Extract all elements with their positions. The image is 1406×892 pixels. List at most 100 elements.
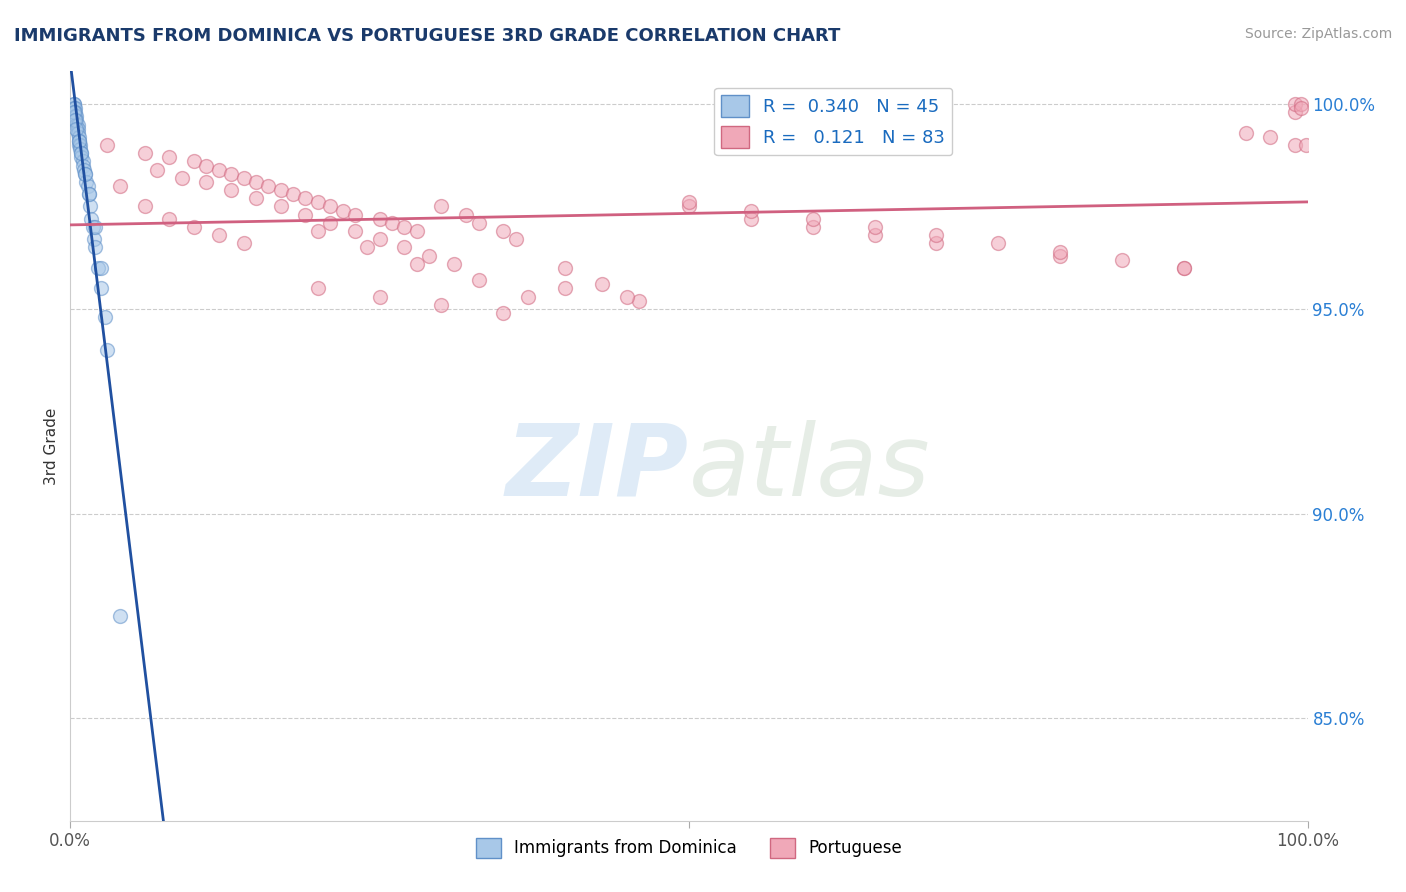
- Point: [83, 232, 105, 246]
- Point: [1260, 129, 1282, 144]
- Point: [863, 228, 886, 243]
- Point: [368, 211, 391, 226]
- Point: [270, 199, 292, 213]
- Point: [467, 273, 489, 287]
- Point: [368, 232, 391, 246]
- Point: [146, 162, 169, 177]
- Point: [245, 191, 267, 205]
- Point: [67, 134, 90, 148]
- Point: [75, 167, 97, 181]
- Point: [63, 101, 86, 115]
- Point: [67, 129, 90, 144]
- Point: [183, 219, 205, 234]
- Point: [418, 249, 440, 263]
- Point: [1049, 244, 1071, 259]
- Point: [430, 298, 453, 312]
- Point: [63, 105, 86, 120]
- Point: [307, 281, 329, 295]
- Point: [332, 203, 354, 218]
- Point: [456, 208, 478, 222]
- Point: [69, 138, 91, 153]
- Point: [195, 159, 218, 173]
- Point: [554, 281, 576, 295]
- Point: [294, 208, 316, 222]
- Point: [65, 109, 87, 123]
- Point: [208, 162, 231, 177]
- Text: IMMIGRANTS FROM DOMINICA VS PORTUGUESE 3RD GRADE CORRELATION CHART: IMMIGRANTS FROM DOMINICA VS PORTUGUESE 3…: [14, 27, 841, 45]
- Point: [925, 228, 948, 243]
- Point: [219, 167, 242, 181]
- Point: [70, 150, 93, 164]
- Point: [987, 236, 1010, 251]
- Point: [96, 343, 118, 357]
- Point: [925, 236, 948, 251]
- Point: [394, 240, 416, 254]
- Text: atlas: atlas: [689, 420, 931, 517]
- Point: [80, 211, 103, 226]
- Point: [94, 310, 117, 324]
- Point: [319, 199, 342, 213]
- Point: [66, 121, 89, 136]
- Point: [219, 183, 242, 197]
- Point: [443, 257, 465, 271]
- Point: [183, 154, 205, 169]
- Point: [63, 97, 86, 112]
- Point: [232, 236, 254, 251]
- Point: [319, 216, 342, 230]
- Point: [65, 121, 87, 136]
- Point: [1284, 105, 1306, 120]
- Point: [96, 138, 118, 153]
- Point: [65, 113, 87, 128]
- Point: [356, 240, 378, 254]
- Point: [65, 113, 87, 128]
- Point: [405, 257, 427, 271]
- Point: [343, 208, 366, 222]
- Point: [84, 240, 107, 254]
- Point: [108, 608, 131, 623]
- Point: [1173, 260, 1195, 275]
- Point: [90, 281, 112, 295]
- Point: [257, 179, 280, 194]
- Point: [1284, 97, 1306, 112]
- Point: [157, 211, 180, 226]
- Point: [381, 216, 404, 230]
- Point: [65, 118, 87, 132]
- Point: [505, 232, 527, 246]
- Point: [270, 183, 292, 197]
- Point: [79, 199, 101, 213]
- Legend: Immigrants from Dominica, Portuguese: Immigrants from Dominica, Portuguese: [470, 831, 908, 864]
- Point: [801, 211, 824, 226]
- Point: [72, 154, 94, 169]
- Point: [67, 134, 90, 148]
- Point: [84, 219, 107, 234]
- Point: [628, 293, 651, 308]
- Point: [70, 146, 93, 161]
- Point: [65, 105, 87, 120]
- Point: [307, 195, 329, 210]
- Point: [591, 277, 613, 292]
- Point: [430, 199, 453, 213]
- Point: [75, 167, 97, 181]
- Point: [65, 109, 87, 123]
- Point: [63, 97, 86, 112]
- Point: [616, 289, 638, 303]
- Point: [343, 224, 366, 238]
- Point: [82, 219, 104, 234]
- Point: [1284, 138, 1306, 153]
- Point: [86, 260, 108, 275]
- Point: [1111, 252, 1133, 267]
- Point: [740, 211, 762, 226]
- Point: [801, 219, 824, 234]
- Point: [467, 216, 489, 230]
- Point: [134, 199, 156, 213]
- Point: [70, 146, 93, 161]
- Point: [394, 219, 416, 234]
- Point: [405, 224, 427, 238]
- Point: [368, 289, 391, 303]
- Point: [678, 199, 700, 213]
- Point: [90, 260, 112, 275]
- Point: [77, 187, 100, 202]
- Point: [1295, 138, 1317, 153]
- Point: [307, 224, 329, 238]
- Point: [678, 195, 700, 210]
